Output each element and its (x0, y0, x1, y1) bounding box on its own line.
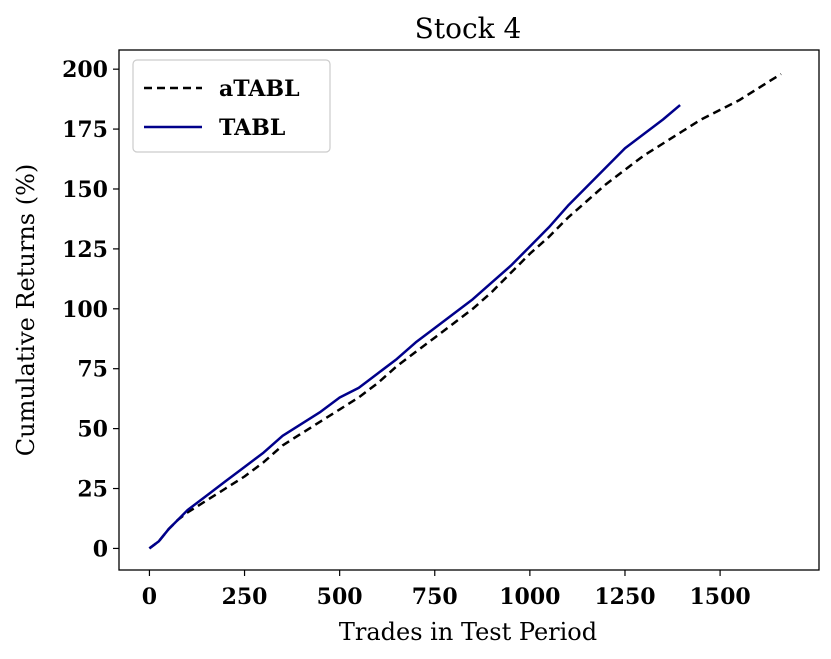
x-tick-label: 250 (222, 584, 268, 610)
series-line-tabl (148, 104, 681, 550)
y-tick-label: 25 (77, 477, 108, 503)
y-axis-label: Cumulative Returns (%) (12, 164, 40, 457)
y-tick-label: 100 (62, 297, 108, 323)
plot-area (148, 72, 782, 550)
legend-label-tabl: TABL (219, 115, 285, 141)
y-tick-label: 175 (62, 117, 108, 143)
y-tick-label: 200 (62, 57, 108, 83)
legend-label-atabl: aTABL (219, 76, 300, 102)
legend: aTABL TABL (132, 59, 331, 153)
y-tick-label: 0 (93, 536, 108, 562)
axis-ticks: 0 250 500 750 1000 1250 1500 0 25 50 75 100 125 150 17… (62, 57, 751, 610)
y-tick-label: 50 (77, 417, 108, 443)
x-tick-label: 1500 (689, 584, 750, 610)
x-tick-label: 1250 (594, 584, 655, 610)
chart-title: Stock 4 (415, 12, 522, 45)
x-tick-label: 750 (412, 584, 458, 610)
y-tick-label: 75 (77, 357, 108, 383)
plot-frame (118, 49, 820, 571)
x-tick-label: 500 (317, 584, 363, 610)
series-line-atabl (148, 72, 782, 550)
x-tick-label: 0 (142, 584, 157, 610)
x-tick-label: 1000 (499, 584, 560, 610)
y-tick-label: 125 (62, 237, 108, 263)
x-axis-label: Trades in Test Period (339, 618, 597, 646)
y-tick-label: 150 (62, 177, 108, 203)
legend-box (132, 59, 331, 153)
